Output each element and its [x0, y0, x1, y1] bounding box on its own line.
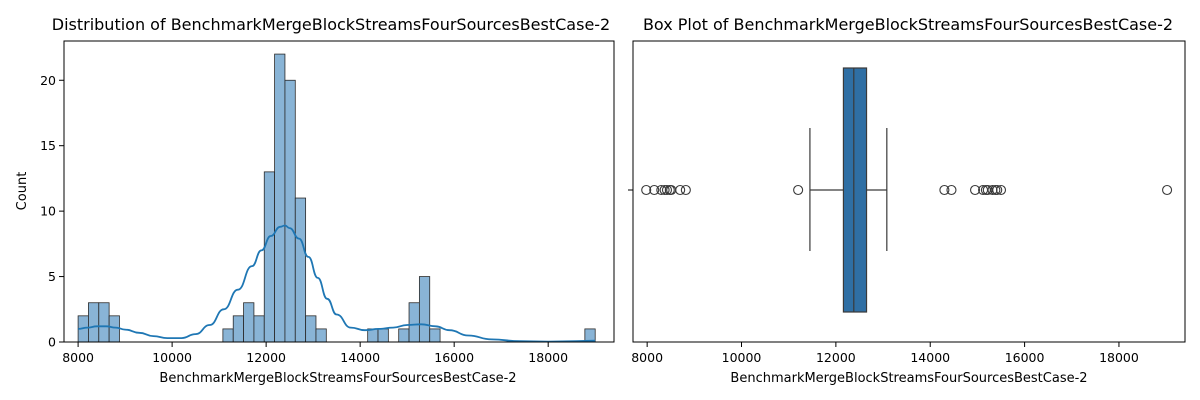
x-tick-label: 8000	[62, 350, 94, 365]
boxplot-body	[809, 67, 888, 313]
x-tick-label: 16000	[1005, 350, 1045, 365]
histogram-title: Distribution of BenchmarkMergeBlockStrea…	[52, 15, 610, 34]
histogram-bar	[377, 328, 389, 343]
x-tick-label: 16000	[434, 350, 474, 365]
histogram-y-axis-label: Count	[15, 172, 30, 211]
outlier-point	[995, 184, 1007, 196]
boxplot-outliers	[641, 184, 1173, 196]
y-tick-label: 0	[48, 335, 56, 350]
boxplot-ticks: 8000 10000 12000 14000 16000 18000	[631, 342, 1139, 365]
histogram-ticks: 8000 10000 12000 14000 16000 18000 0 5 10 15 20	[40, 73, 568, 365]
x-tick-label: 14000	[340, 350, 380, 365]
outlier-point	[1162, 184, 1173, 196]
histogram-x-axis-label: BenchmarkMergeBlockStreamsFourSourcesBes…	[159, 371, 516, 386]
x-tick-label: 10000	[722, 350, 762, 365]
outlier-point	[970, 184, 981, 196]
histogram-bar	[98, 302, 110, 343]
histogram-bar	[222, 328, 234, 343]
outlier-point	[641, 184, 652, 196]
histogram-bar	[429, 328, 441, 343]
histogram-bar	[315, 328, 327, 343]
x-tick-label: 12000	[246, 350, 286, 365]
outlier-point	[659, 184, 670, 196]
x-tick-label: 18000	[528, 350, 568, 365]
interquartile-box	[842, 67, 868, 313]
histogram-bar	[263, 171, 275, 343]
boxplot-title: Box Plot of BenchmarkMergeBlockStreamsFo…	[643, 15, 1173, 34]
outlier-point	[992, 184, 1003, 196]
outlier-point	[680, 184, 691, 196]
histogram-bar	[253, 315, 265, 343]
histogram-bar	[305, 315, 317, 343]
boxplot-x-axis-label: BenchmarkMergeBlockStreamsFourSourcesBes…	[730, 371, 1087, 386]
histogram-bars	[77, 53, 596, 343]
histogram-bar	[88, 302, 100, 343]
histogram-bar	[274, 53, 286, 343]
histogram-plot-frame	[63, 40, 615, 343]
boxplot-panel: Box Plot of BenchmarkMergeBlockStreamsFo…	[628, 15, 1186, 386]
histogram-bar	[408, 302, 420, 343]
x-tick-label: 12000	[816, 350, 856, 365]
y-tick-label: 10	[40, 204, 56, 219]
outlier-point	[793, 184, 804, 196]
outlier-point	[661, 184, 673, 196]
y-tick-label: 5	[48, 269, 56, 284]
outlier-point	[675, 184, 686, 196]
histogram-bar	[108, 315, 120, 343]
histogram-panel: Distribution of BenchmarkMergeBlockStrea…	[15, 15, 615, 386]
y-tick-label: 20	[40, 73, 56, 88]
outlier-point	[946, 184, 957, 196]
histogram-bar	[284, 79, 296, 343]
y-tick-label: 15	[40, 138, 56, 153]
histogram-bar	[243, 302, 255, 343]
x-tick-label: 8000	[631, 350, 663, 365]
histogram-bar	[418, 276, 431, 343]
kde-curve	[78, 224, 596, 343]
outlier-point	[939, 184, 950, 196]
histogram-bar	[294, 197, 307, 343]
x-tick-label: 14000	[910, 350, 950, 365]
histogram-bar	[398, 328, 410, 343]
histogram-bar	[232, 315, 244, 343]
histogram-bar	[367, 328, 379, 343]
x-tick-label: 10000	[152, 350, 192, 365]
outlier-point	[649, 184, 660, 196]
x-tick-label: 18000	[1099, 350, 1139, 365]
boxplot-plot-frame	[632, 40, 1186, 343]
